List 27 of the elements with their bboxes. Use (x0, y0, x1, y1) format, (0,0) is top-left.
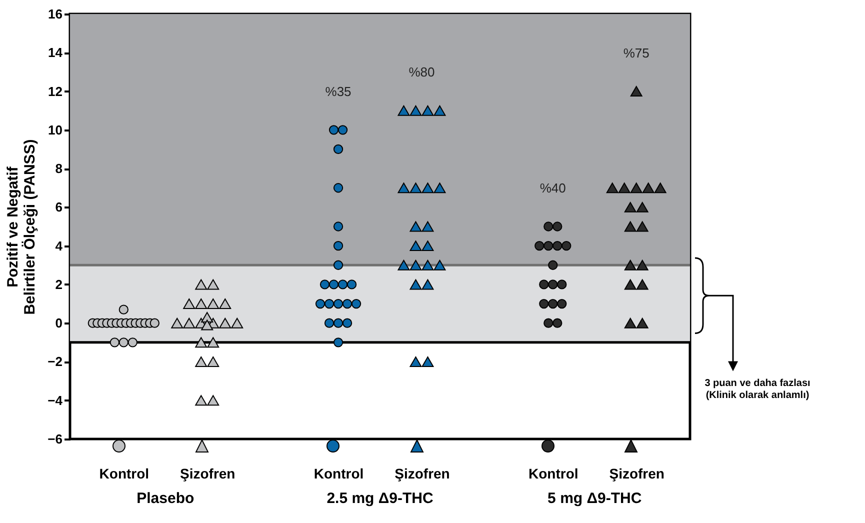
x-tick-label: Kontrol (314, 466, 364, 482)
annotation: %40 (540, 180, 566, 196)
y-tick-label: 2 (55, 276, 62, 292)
x-tick-label: Kontrol (99, 466, 150, 482)
y-tick-label: 0 (55, 316, 62, 331)
x-tick-label: Şizofren (609, 466, 664, 482)
y-tick-label: 16 (48, 6, 62, 22)
y-tick-label: −2 (48, 354, 62, 370)
y-tick-label: 14 (48, 45, 64, 60)
x-tick-label: Şizofren (394, 466, 450, 482)
text: 3 puan ve daha fazlası (Klinik olarak anlamlı) (704, 378, 812, 402)
y-axis-title: Pozitif ve Negatif Belirtiler Ölçeği (PANSS) (4, 139, 39, 315)
y-tick-label: 8 (55, 161, 62, 176)
y-tick-label: 4 (55, 238, 64, 254)
text: 5 mg Δ9-THC (548, 490, 642, 507)
y-tick-label: −4 (48, 392, 64, 408)
y-tick-label: −6 (48, 432, 62, 446)
text: 2.5 mg Δ9-THC (326, 490, 434, 507)
text: Plasebo (136, 490, 194, 507)
x-tick-label: Şizofren (180, 466, 236, 482)
annotation: %75 (623, 45, 650, 60)
y-tick-label: 6 (55, 200, 62, 215)
annotation: %80 (408, 64, 435, 80)
x-tick-label: Kontrol (528, 466, 578, 482)
y-tick-label: 10 (48, 122, 62, 138)
annotation: %35 (325, 84, 352, 99)
y-tick-label: 12 (48, 84, 62, 99)
